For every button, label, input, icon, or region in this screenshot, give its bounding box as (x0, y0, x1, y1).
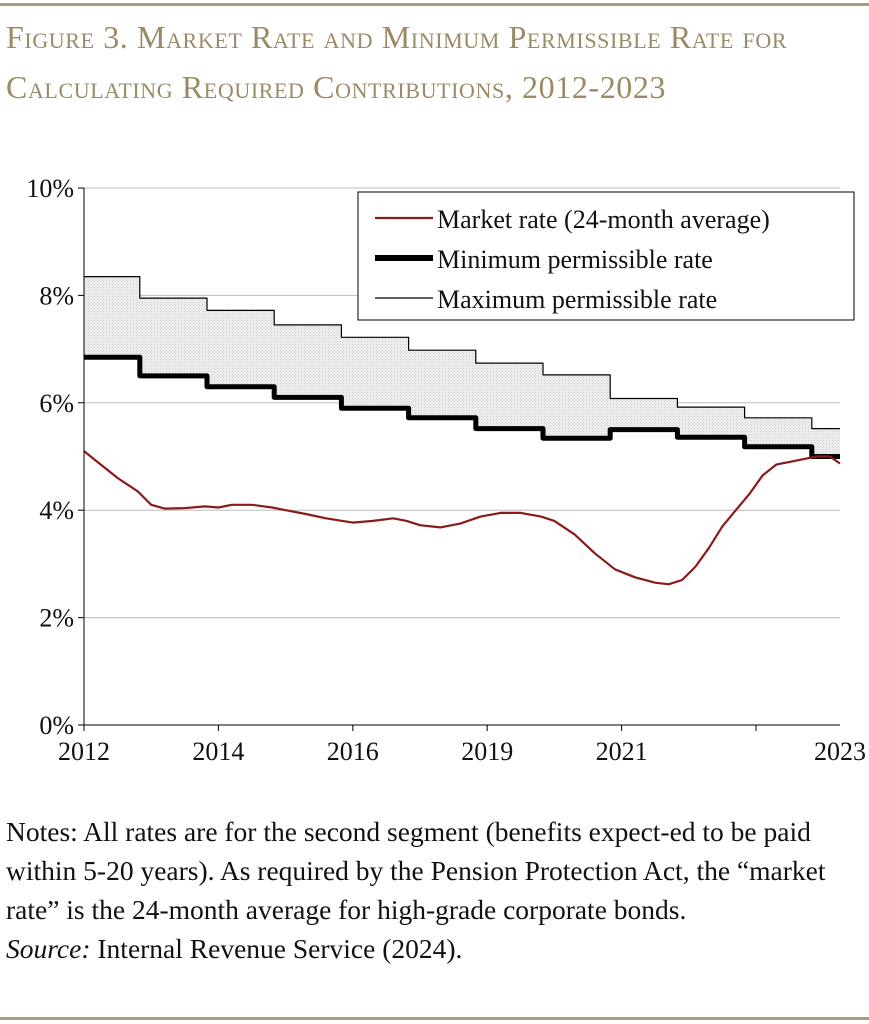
x-tick-label: 2014 (192, 737, 244, 766)
source-text: Internal Revenue Service (2024). (90, 933, 463, 964)
permissible-rate-band (84, 276, 840, 457)
source-label: Source: (6, 933, 91, 964)
x-tick-label: 2012 (58, 737, 110, 766)
rate-chart: 2012 2014 2016 2019 2021 2023 0% 2% 4% 6% 8% 10% M… (26, 174, 866, 766)
y-tick-label: 10% (26, 174, 74, 203)
y-tick-labels: 0% 2% 4% 6% 8% 10% (26, 174, 74, 740)
notes-text: Notes: All rates are for the second segm… (6, 816, 826, 925)
rate-band (84, 276, 840, 457)
y-tick-label: 0% (39, 711, 74, 740)
series-lines (83, 276, 841, 586)
legend-label-min: Minimum permissible rate (437, 245, 713, 274)
y-tick-label: 4% (39, 496, 74, 525)
y-tick-label: 2% (39, 604, 74, 633)
y-tick-label: 8% (39, 281, 74, 310)
series-line-min (84, 354, 840, 459)
figure-notes: Notes: All rates are for the second segm… (6, 812, 864, 968)
bottom-rule (0, 1017, 869, 1020)
x-tick-label: 2023 (814, 737, 866, 766)
top-rule (0, 3, 869, 6)
y-tick-label: 6% (39, 389, 74, 418)
legend: Market rate (24-month average) Minimum p… (357, 191, 855, 321)
axes (78, 187, 840, 731)
series-line-market (83, 450, 841, 586)
x-tick-label: 2016 (327, 737, 379, 766)
legend-label-max: Maximum permissible rate (437, 285, 717, 314)
figure-title: Figure 3. Market Rate and Minimum Permis… (6, 19, 788, 105)
x-tick-label: 2021 (596, 737, 648, 766)
series-line-max (84, 276, 840, 430)
x-tick-label: 2019 (461, 737, 513, 766)
x-tick-labels: 2012 2014 2016 2019 2021 2023 (58, 737, 866, 766)
source-line: Source: Internal Revenue Service (2024). (6, 929, 864, 968)
legend-box (357, 191, 855, 321)
legend-label-market: Market rate (24-month average) (437, 205, 770, 234)
